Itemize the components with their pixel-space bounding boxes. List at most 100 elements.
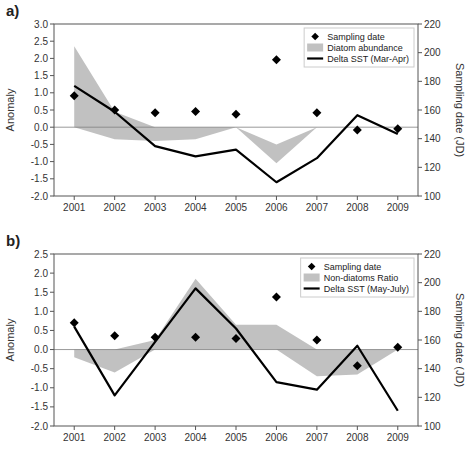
y-tick [50, 292, 54, 293]
legend-box [304, 28, 414, 67]
x-tick-label: 2002 [104, 202, 127, 213]
y2-tick [418, 340, 422, 341]
x-tick [276, 196, 277, 200]
legend-label: Diatom abundance [327, 43, 403, 53]
y2-tick [418, 311, 422, 312]
x-tick-label: 2001 [63, 202, 86, 213]
point [70, 318, 79, 327]
y-tick [50, 41, 54, 42]
y-tick [50, 127, 54, 128]
y-tick-label: -2.0 [31, 191, 49, 202]
x-tick-label: 2006 [265, 432, 288, 443]
plot-frame [54, 254, 418, 426]
y-tick [50, 406, 54, 407]
panel: b)200120022003200420052006200720082009-2… [4, 232, 466, 443]
x-tick-label: 2001 [63, 432, 86, 443]
title: a) [6, 2, 19, 19]
y-tick [50, 349, 54, 350]
y-tick-label: -1.0 [31, 156, 49, 167]
y2-axis-label: Sampling date (JD) [454, 293, 466, 387]
y-tick-label: 3.0 [34, 19, 48, 30]
y-axis-label: Anomaly [4, 318, 16, 361]
y2-tick-label: 180 [424, 306, 441, 317]
point [232, 334, 241, 343]
x-tick [114, 426, 115, 430]
point [393, 343, 402, 352]
x-tick [114, 196, 115, 200]
x-tick-label: 2004 [184, 202, 207, 213]
x-tick [195, 196, 196, 200]
x-tick [357, 196, 358, 200]
x-tick [357, 426, 358, 430]
point [272, 55, 281, 64]
x-tick [236, 426, 237, 430]
y-tick-label: -1.0 [31, 382, 49, 393]
y2-tick-label: 160 [424, 105, 441, 116]
y2-tick-label: 140 [424, 133, 441, 144]
line [74, 86, 398, 182]
y-tick-label: -2.0 [31, 421, 49, 432]
y-tick-label: -0.5 [31, 139, 49, 150]
legend-label: Non-diatoms Ratio [324, 273, 399, 283]
y-tick [50, 58, 54, 59]
point [191, 333, 200, 342]
point [70, 91, 79, 100]
x-tick [316, 426, 317, 430]
y2-tick [418, 81, 422, 82]
y-tick-label: 0.0 [34, 122, 48, 133]
y2-tick [418, 196, 422, 197]
zero-line [54, 349, 418, 350]
y2-tick-label: 120 [424, 392, 441, 403]
legend-label: Delta SST (May-July) [324, 284, 409, 294]
title: b) [6, 232, 20, 249]
plot-area [54, 279, 418, 411]
y2-tick-label: 140 [424, 363, 441, 374]
y-tick [50, 178, 54, 179]
y-tick-label: -0.5 [31, 363, 49, 374]
x-tick [74, 426, 75, 430]
y-tick [50, 254, 54, 255]
legend-label: Delta SST (Mar-Apr) [327, 54, 409, 64]
y2-tick-label: 100 [424, 191, 441, 202]
x-tick-label: 2009 [387, 432, 410, 443]
y-tick-label: 0.0 [34, 344, 48, 355]
y-tick-label: -1.5 [31, 401, 49, 412]
y-tick-label: -1.5 [31, 173, 49, 184]
y2-tick-label: 120 [424, 162, 441, 173]
point [151, 333, 160, 342]
y2-tick-label: 100 [424, 421, 441, 432]
y2-tick-label: 220 [424, 19, 441, 30]
y-tick [50, 387, 54, 388]
x-tick-label: 2008 [346, 202, 369, 213]
x-tick-label: 2007 [306, 202, 329, 213]
zero-line [54, 127, 418, 128]
y2-tick [418, 368, 422, 369]
point [191, 107, 200, 116]
legend-label: Sampling date [327, 32, 385, 42]
x-tick-label: 2002 [104, 432, 127, 443]
legend-swatch [308, 263, 316, 271]
x-tick [195, 426, 196, 430]
y2-tick [418, 254, 422, 255]
point [232, 110, 241, 119]
y2-tick [418, 282, 422, 283]
y-tick-label: 1.5 [34, 70, 48, 81]
y-tick [50, 144, 54, 145]
point [312, 336, 321, 345]
point [272, 293, 281, 302]
x-tick [316, 196, 317, 200]
point [151, 108, 160, 117]
y2-axis-label: Sampling date (JD) [454, 63, 466, 157]
y-tick [50, 110, 54, 111]
y2-tick [418, 24, 422, 25]
y-tick-label: 1.0 [34, 306, 48, 317]
x-tick [236, 196, 237, 200]
y-tick-label: 2.5 [34, 249, 48, 260]
y2-tick-label: 180 [424, 76, 441, 87]
y-tick [50, 75, 54, 76]
y-tick-label: 2.5 [34, 36, 48, 47]
point [110, 331, 119, 340]
x-tick [276, 426, 277, 430]
x-tick [74, 196, 75, 200]
legend: Sampling dateNon-diatoms RatioDelta SST … [301, 258, 414, 297]
